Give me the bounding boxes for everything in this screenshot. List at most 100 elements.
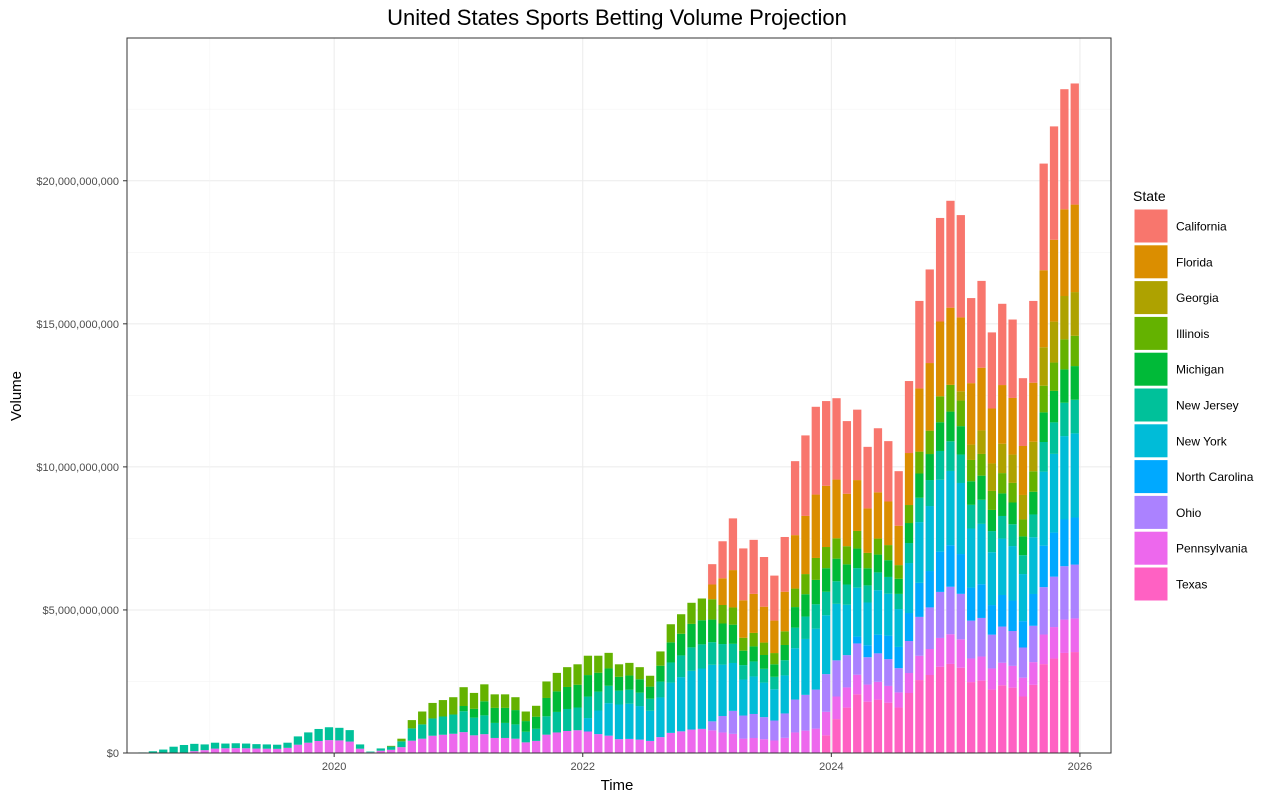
bar-michigan xyxy=(677,633,686,656)
bar-pennsylvania xyxy=(739,738,748,753)
bar-north-carolina xyxy=(956,554,965,594)
bar-ohio xyxy=(770,720,779,741)
bar-north-carolina xyxy=(987,605,997,635)
bar-new-york xyxy=(604,703,613,736)
bar-north-carolina xyxy=(915,582,924,617)
bar-new-york xyxy=(801,638,810,695)
bar-new-york xyxy=(884,593,893,636)
bar-pennsylvania xyxy=(708,730,717,753)
bar-illinois xyxy=(925,430,934,455)
bar-new-jersey xyxy=(500,722,510,738)
bar-new-jersey xyxy=(904,543,914,564)
bar-new-jersey xyxy=(635,692,644,707)
bar-florida xyxy=(967,383,976,445)
bar-ohio xyxy=(832,660,841,697)
bar-new-jersey xyxy=(438,716,448,735)
bar-pennsylvania xyxy=(262,748,271,753)
legend-label-new-jersey: New Jersey xyxy=(1176,399,1239,413)
bar-pennsylvania xyxy=(386,749,396,753)
bar-pennsylvania xyxy=(604,735,613,753)
bar-pennsylvania xyxy=(967,658,976,683)
bar-illinois xyxy=(873,538,883,555)
bar-michigan xyxy=(697,620,707,645)
bar-north-carolina xyxy=(977,584,986,618)
bar-michigan xyxy=(956,426,965,455)
bar-texas xyxy=(977,680,986,753)
bar-michigan xyxy=(480,701,489,716)
bar-new-york xyxy=(677,677,686,732)
bar-new-jersey xyxy=(822,591,831,616)
bar-north-carolina xyxy=(1018,621,1028,648)
bar-illinois xyxy=(604,652,613,669)
bar-new-jersey xyxy=(542,716,551,735)
bar-north-carolina xyxy=(1039,545,1048,588)
bar-new-jersey xyxy=(759,668,769,683)
bar-pennsylvania xyxy=(418,738,427,753)
bar-florida xyxy=(832,479,841,539)
bar-north-carolina xyxy=(894,646,903,669)
bar-florida xyxy=(915,388,924,452)
bar-california xyxy=(977,280,986,368)
bar-illinois xyxy=(500,694,510,708)
bar-ohio xyxy=(998,626,1007,663)
bar-new-jersey xyxy=(666,662,675,683)
bar-california xyxy=(770,575,779,621)
bar-new-york xyxy=(832,603,841,661)
bar-pennsylvania xyxy=(210,748,220,753)
bar-illinois xyxy=(563,667,572,687)
bar-pennsylvania xyxy=(677,731,686,753)
bar-florida xyxy=(894,525,903,566)
bar-pennsylvania xyxy=(563,730,572,753)
bar-california xyxy=(1018,378,1028,446)
bar-texas xyxy=(904,693,914,753)
bar-illinois xyxy=(1060,339,1069,370)
bar-pennsylvania xyxy=(1029,662,1038,685)
bar-california xyxy=(935,217,945,322)
legend-key-new-jersey xyxy=(1133,387,1169,423)
legend-title: State xyxy=(1133,188,1166,204)
bar-new-jersey xyxy=(718,644,727,665)
bar-new-york xyxy=(1018,574,1028,622)
bar-pennsylvania xyxy=(635,739,644,753)
bar-michigan xyxy=(1049,390,1059,423)
bar-pennsylvania xyxy=(190,751,199,753)
bar-new-york xyxy=(790,648,800,700)
bar-pennsylvania xyxy=(552,732,561,753)
legend-label-michigan: Michigan xyxy=(1176,363,1224,377)
bar-new-jersey xyxy=(552,711,561,733)
bar-north-carolina xyxy=(884,635,893,660)
bar-illinois xyxy=(728,607,738,625)
bar-illinois xyxy=(635,667,644,680)
bar-texas xyxy=(1018,696,1028,753)
bar-new-york xyxy=(873,590,883,635)
bar-new-jersey xyxy=(376,748,385,751)
bar-pennsylvania xyxy=(355,748,365,753)
bar-pennsylvania xyxy=(480,734,489,753)
bar-new-york xyxy=(977,523,986,585)
bar-michigan xyxy=(656,665,665,682)
bar-pennsylvania xyxy=(977,656,986,681)
bar-pennsylvania xyxy=(1060,619,1069,653)
bar-michigan xyxy=(780,644,789,661)
bar-georgia xyxy=(977,430,986,454)
bar-texas xyxy=(842,707,852,753)
bar-michigan xyxy=(935,422,945,451)
bar-new-jersey xyxy=(179,744,189,753)
bar-georgia xyxy=(1018,494,1028,520)
bar-california xyxy=(967,298,976,384)
bar-north-carolina xyxy=(1029,593,1038,626)
bar-new-york xyxy=(583,718,593,732)
y-tick-label: $15,000,000,000 xyxy=(36,319,119,331)
bar-florida xyxy=(842,493,852,547)
bar-illinois xyxy=(449,697,458,715)
bar-illinois xyxy=(987,490,997,510)
bar-ohio xyxy=(1008,631,1017,666)
bar-texas xyxy=(822,735,831,753)
bar-new-jersey xyxy=(935,450,945,480)
bar-michigan xyxy=(552,691,561,712)
bar-texas xyxy=(956,667,965,753)
y-axis: $0 $5,000,000,000 $10,000,000,000 $15,000,0… xyxy=(36,176,127,760)
bar-new-jersey xyxy=(190,743,199,752)
bar-georgia xyxy=(998,443,1007,474)
bar-new-jersey xyxy=(956,454,965,483)
